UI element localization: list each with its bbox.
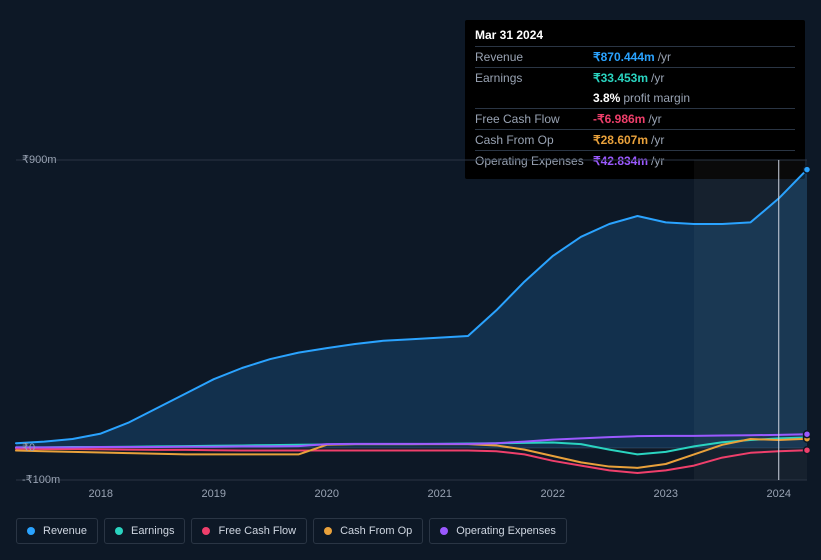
legend-label: Earnings [131, 525, 174, 537]
tooltip-row: Revenue₹870.444m/yr [475, 46, 795, 67]
tooltip-label: Cash From Op [475, 133, 593, 147]
legend-item[interactable]: Earnings [104, 518, 185, 544]
legend-dot-icon [27, 527, 35, 535]
x-axis: 2018 2019 2020 2021 2022 2023 2024 [16, 488, 807, 502]
tooltip-label: Revenue [475, 50, 593, 64]
legend-dot-icon [115, 527, 123, 535]
y-axis-label: ₹900m [22, 153, 74, 166]
tooltip-unit: /yr [651, 133, 664, 147]
tooltip-unit: profit margin [623, 91, 690, 105]
y-axis-label: -₹100m [22, 473, 74, 486]
legend-item[interactable]: Cash From Op [313, 518, 423, 544]
chart-tooltip: Mar 31 2024 Revenue₹870.444m/yrEarnings₹… [465, 20, 805, 179]
tooltip-label [475, 91, 593, 105]
tooltip-row: Free Cash Flow-₹6.986m/yr [475, 108, 795, 129]
tooltip-value: ₹33.453m [593, 71, 648, 85]
x-axis-label: 2021 [428, 488, 452, 500]
legend-label: Cash From Op [340, 525, 412, 537]
x-axis-label: 2022 [541, 488, 565, 500]
tooltip-label: Earnings [475, 71, 593, 85]
tooltip-date: Mar 31 2024 [475, 28, 795, 46]
tooltip-row: Cash From Op₹28.607m/yr [475, 129, 795, 150]
x-axis-label: 2019 [202, 488, 226, 500]
tooltip-label: Free Cash Flow [475, 112, 593, 126]
tooltip-unit: /yr [658, 50, 671, 64]
legend-item[interactable]: Operating Expenses [429, 518, 567, 544]
legend-label: Operating Expenses [456, 525, 556, 537]
y-axis-label: ₹0 [22, 441, 74, 454]
line-chart[interactable]: ₹900m₹0-₹100m [16, 160, 807, 480]
x-axis-label: 2024 [767, 488, 791, 500]
tooltip-unit: /yr [648, 112, 661, 126]
x-axis-label: 2020 [315, 488, 339, 500]
x-axis-label: 2023 [654, 488, 678, 500]
tooltip-unit: /yr [651, 71, 664, 85]
tooltip-value: -₹6.986m [593, 112, 645, 126]
tooltip-value: 3.8% [593, 91, 620, 105]
legend-item[interactable]: Free Cash Flow [191, 518, 307, 544]
legend: Revenue Earnings Free Cash Flow Cash From O… [16, 518, 567, 544]
tooltip-row: 3.8%profit margin [475, 88, 795, 108]
legend-item[interactable]: Revenue [16, 518, 98, 544]
tooltip-row: Earnings₹33.453m/yr [475, 67, 795, 88]
tooltip-value: ₹28.607m [593, 133, 648, 147]
legend-dot-icon [202, 527, 210, 535]
x-axis-label: 2018 [89, 488, 113, 500]
legend-label: Revenue [43, 525, 87, 537]
tooltip-value: ₹870.444m [593, 50, 655, 64]
legend-dot-icon [324, 527, 332, 535]
legend-dot-icon [440, 527, 448, 535]
legend-label: Free Cash Flow [218, 525, 296, 537]
